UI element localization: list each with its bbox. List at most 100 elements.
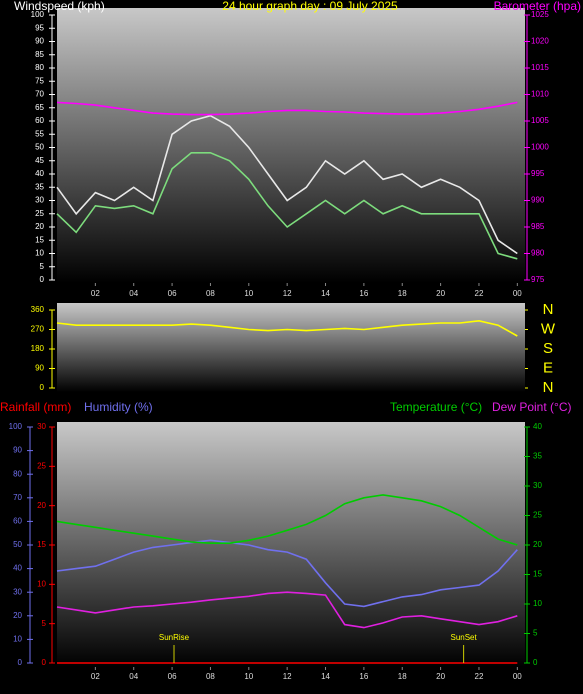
y2-tick-label: W [541,320,556,337]
y2-tick-label: 985 [531,222,545,231]
y-tick-label: 90 [13,446,22,455]
x-tick-label: 10 [244,289,253,298]
y2-tick-label: 1025 [531,10,549,19]
y2-tick-label: 30 [533,481,542,490]
x-tick-label: 16 [359,672,368,681]
x-tick-label: 06 [168,672,177,681]
y-tick-label: 180 [31,344,45,353]
x-tick-label: 12 [283,289,292,298]
y3-tick-label: 30 [37,422,46,431]
y-label: Windspeed (kph) [14,0,105,13]
legend-entry: Dew Point (°C) [492,400,571,414]
y-tick-label: 100 [31,10,45,19]
y2-tick-label: 35 [533,452,542,461]
y3-tick-label: 0 [42,658,47,667]
y-tick-label: 50 [35,143,44,152]
y-tick-label: 100 [9,422,23,431]
y2-tick-label: N [543,379,554,396]
y2-tick-label: 980 [531,249,545,258]
x-tick-label: 02 [91,289,100,298]
x-tick-label: 22 [475,672,484,681]
y3-tick-label: 5 [42,619,47,628]
y-tick-label: 10 [13,635,22,644]
annotation: SunSet [450,633,477,642]
x-tick-label: 08 [206,672,215,681]
y-tick-label: 40 [35,169,44,178]
y2-tick-label: 40 [533,422,542,431]
y2-tick-label: 1020 [531,37,549,46]
y-tick-label: 0 [18,658,23,667]
series-line [56,114,518,255]
chart-title: 24 hour graph day : 09 July 2025 [222,0,398,13]
plot-area [57,303,525,392]
y-tick-label: 0 [40,275,45,284]
series-line [56,591,518,629]
y-tick-label: 5 [40,262,45,271]
y2-tick-label: 1005 [531,116,549,125]
legend-entry: Rainfall (mm) [0,400,71,414]
legend-entry: Humidity (%) [84,400,153,414]
y2-tick-label: 990 [531,196,545,205]
y2-tick-label: 15 [533,570,542,579]
y3-tick-label: 20 [37,501,46,510]
y2-tick-label: 1000 [531,143,549,152]
y-tick-label: 25 [35,209,44,218]
x-tick-label: 02 [91,672,100,681]
y-tick-label: 10 [35,249,44,258]
y2-tick-label: 25 [533,511,542,520]
x-tick-label: 10 [244,672,253,681]
y-tick-label: 0 [40,383,45,392]
y-tick-label: 360 [31,305,45,314]
x-tick-label: 20 [436,672,445,681]
y-tick-label: 80 [13,469,22,478]
series-line [56,319,518,337]
x-tick-label: 18 [398,289,407,298]
x-tick-label: 00 [513,289,522,298]
plot-area [57,8,525,283]
y2-tick-label: 1015 [531,63,549,72]
y-tick-label: 85 [35,50,44,59]
y-tick-label: 65 [35,103,44,112]
y2-tick-label: 5 [533,629,538,638]
y-tick-label: 70 [13,493,22,502]
y3-tick-label: 15 [37,540,46,549]
y-tick-label: 270 [31,325,45,334]
y2-label: Barometer (hpa) [494,0,581,13]
y2-tick-label: N [543,301,554,318]
x-tick-label: 14 [321,672,330,681]
y-tick-label: 35 [35,182,44,191]
y-tick-label: 55 [35,129,44,138]
y-tick-label: 80 [35,63,44,72]
y-tick-label: 45 [35,156,44,165]
plot-area [57,422,525,667]
y-tick-label: 95 [35,23,44,32]
y3-tick-label: 10 [37,579,46,588]
y2-tick-label: 975 [531,275,545,284]
y-tick-label: 20 [13,611,22,620]
y2-tick-label: E [543,359,553,376]
series-line [56,494,518,546]
y2-tick-label: 0 [533,658,538,667]
y-tick-label: 90 [35,37,44,46]
y-tick-label: 60 [13,517,22,526]
y2-tick-label: 995 [531,169,545,178]
x-tick-label: 18 [398,672,407,681]
y2-tick-label: S [543,340,553,357]
y2-tick-label: 1010 [531,90,549,99]
x-tick-label: 06 [168,289,177,298]
x-tick-label: 04 [129,672,138,681]
x-tick-label: 20 [436,289,445,298]
y-tick-label: 75 [35,76,44,85]
y2-tick-label: 20 [533,540,542,549]
x-tick-label: 00 [513,672,522,681]
x-tick-label: 08 [206,289,215,298]
y2-tick-label: 10 [533,599,542,608]
y-tick-label: 90 [35,364,44,373]
series-line [56,152,518,260]
series-line [56,539,518,608]
x-tick-label: 22 [475,289,484,298]
x-tick-label: 12 [283,672,292,681]
y-tick-label: 50 [13,540,22,549]
